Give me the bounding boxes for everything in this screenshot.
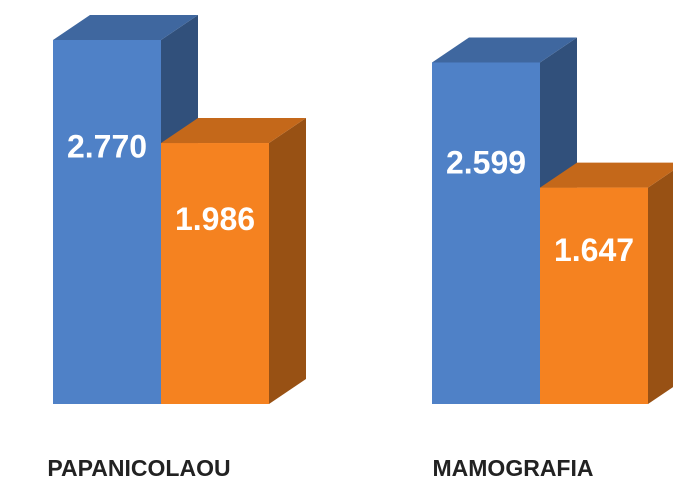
x-tick-label: MAMOGRAFIA <box>433 455 594 481</box>
data-label: 1.986 <box>175 201 255 237</box>
bar <box>432 62 540 404</box>
bar-top <box>53 15 198 40</box>
x-tick-label: PAPANICOLAOU <box>47 455 230 481</box>
bar-side <box>269 118 306 404</box>
bar-top <box>161 118 306 144</box>
bar <box>53 40 161 404</box>
bar <box>540 187 648 404</box>
bar-top <box>432 37 577 63</box>
bar <box>161 143 269 404</box>
data-label: 2.770 <box>67 129 147 165</box>
data-label: 2.599 <box>446 144 526 180</box>
bar-side <box>648 170 673 404</box>
bar-top <box>540 162 673 188</box>
data-label: 1.647 <box>554 232 634 268</box>
